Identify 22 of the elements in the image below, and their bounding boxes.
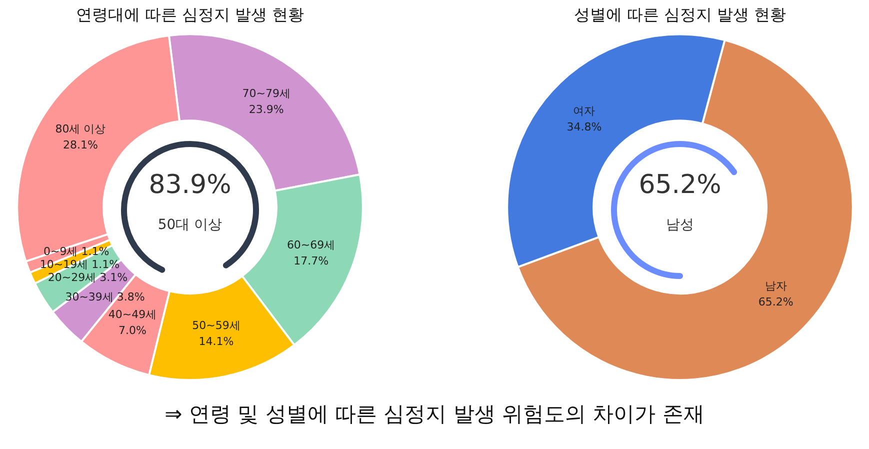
text: 83.9% [148, 170, 232, 200]
chart-title: 성별에 따른 심정지 발생 현황 [574, 4, 786, 24]
text: 50대 이상 [156, 216, 224, 234]
slice-label: 80세 이상 [55, 122, 106, 136]
data-label: 34.8% [566, 120, 602, 134]
data-label: 65.2% [758, 295, 794, 308]
slice-label: 70~79세 [242, 87, 290, 100]
data-label: 14.1% [198, 334, 234, 348]
slice-label: 40~49세 [108, 308, 157, 322]
data-label: 17.7% [294, 254, 329, 268]
text: 65.2% [638, 170, 722, 200]
slice-label: 50~59세 [192, 318, 240, 332]
data-label: 28.1% [63, 138, 98, 152]
data-label: 7.0% [118, 324, 146, 338]
chart-title: 연령대에 따른 심정지 발생 현황 [76, 4, 304, 24]
data-label: 23.9% [248, 103, 284, 116]
text: ⇒ 연령 및 성별에 따른 심정지 발생 위험도의 차이가 존재 [164, 401, 706, 428]
slice-label: 60~69세 [286, 238, 336, 252]
slice-label: 20~29세 3.1% [48, 270, 128, 284]
slice-label: 남자 [764, 279, 787, 292]
text: 남성 [665, 216, 695, 234]
slice-label: 여자 [573, 104, 596, 118]
